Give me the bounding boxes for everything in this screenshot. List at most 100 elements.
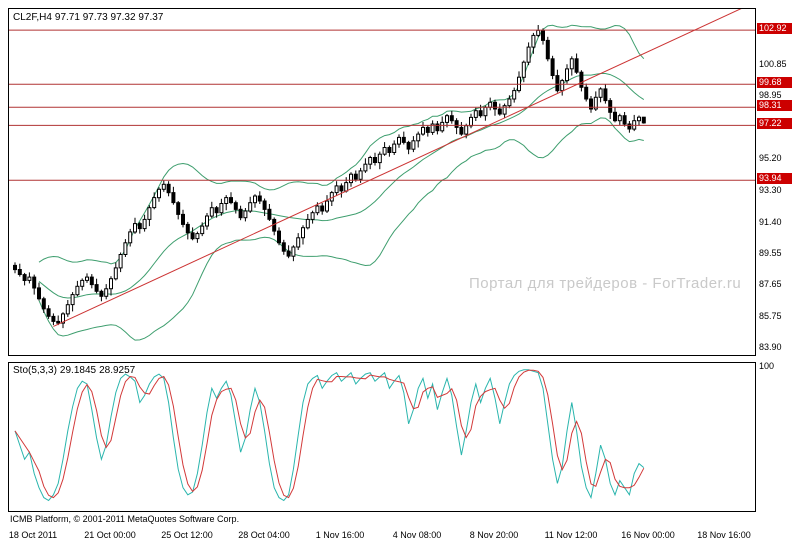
candle-body bbox=[147, 207, 152, 220]
main-chart-panel[interactable]: Портал для трейдеров - ForTrader.ru CL2F… bbox=[8, 8, 756, 356]
candle-body bbox=[358, 170, 363, 180]
time-axis-label: 18 Oct 2011 bbox=[8, 530, 58, 540]
candle-body bbox=[267, 208, 272, 220]
candle-body bbox=[22, 274, 27, 282]
candle-body bbox=[224, 197, 229, 205]
candle-body bbox=[46, 308, 51, 317]
watermark-text: Портал для трейдеров - ForTrader.ru bbox=[469, 275, 742, 292]
candle-body bbox=[593, 96, 598, 110]
candle-body bbox=[305, 218, 310, 229]
price-level-badge: 93.94 bbox=[757, 173, 792, 184]
candle-body bbox=[128, 231, 133, 244]
stochastic-chart-canvas[interactable] bbox=[9, 363, 755, 511]
price-level-badge: 102.92 bbox=[757, 23, 792, 34]
candle-body bbox=[430, 123, 435, 133]
candle-body bbox=[161, 183, 166, 190]
candle-body bbox=[277, 230, 281, 244]
time-axis-label: 16 Nov 00:00 bbox=[621, 530, 675, 540]
time-axis-label: 25 Oct 12:00 bbox=[161, 530, 213, 540]
candle-body bbox=[454, 120, 459, 128]
candle-body bbox=[291, 246, 296, 257]
candle-body bbox=[301, 227, 305, 239]
candle-body bbox=[507, 98, 512, 107]
indicator-name: Sto(5,3,3) bbox=[13, 365, 57, 376]
time-axis-label: 11 Nov 12:00 bbox=[544, 530, 598, 540]
candlestick-chart-canvas[interactable] bbox=[9, 9, 755, 355]
candle-body bbox=[310, 212, 315, 220]
stochastic-signal-line bbox=[14, 369, 645, 499]
candle-body bbox=[377, 153, 382, 164]
candle-body bbox=[219, 203, 224, 214]
candle-body bbox=[75, 285, 80, 296]
price-tick-label: 100.85 bbox=[759, 59, 787, 69]
candle-body bbox=[123, 242, 128, 256]
candle-body bbox=[190, 232, 195, 240]
candle-body bbox=[397, 136, 401, 145]
price-level-badge: 97.22 bbox=[757, 118, 792, 129]
candle-body bbox=[214, 207, 219, 214]
candle-body bbox=[493, 101, 497, 110]
symbol-quote-line: CL2F,H4 97.71 97.73 97.32 97.37 bbox=[13, 12, 166, 23]
candle-body bbox=[565, 68, 569, 82]
price-tick-label: 87.65 bbox=[759, 279, 782, 289]
candle-body bbox=[185, 223, 190, 234]
candle-body bbox=[171, 192, 176, 204]
price-tick-label: 89.55 bbox=[759, 248, 782, 258]
candle-body bbox=[339, 185, 344, 192]
price-level-badge: 98.31 bbox=[757, 100, 792, 111]
time-axis-label: 28 Oct 04:00 bbox=[238, 530, 290, 540]
bollinger-lower-line bbox=[38, 117, 644, 341]
candle-body bbox=[113, 267, 118, 280]
candle-body bbox=[262, 200, 267, 210]
candle-body bbox=[248, 202, 253, 212]
candle-body bbox=[411, 140, 416, 150]
candle-body bbox=[80, 279, 85, 287]
candle-body bbox=[109, 278, 113, 290]
candle-body bbox=[401, 136, 406, 143]
candle-body bbox=[387, 147, 392, 153]
candle-body bbox=[257, 195, 262, 202]
candle-body bbox=[209, 207, 214, 217]
candle-body bbox=[392, 143, 397, 154]
candle-body bbox=[238, 208, 243, 219]
candle-body bbox=[195, 233, 200, 240]
candle-body bbox=[286, 250, 291, 257]
price-tick-label: 95.20 bbox=[759, 153, 782, 163]
candle-body bbox=[89, 276, 94, 286]
candle-body bbox=[353, 173, 358, 180]
price-tick-label: 91.40 bbox=[759, 217, 782, 227]
candle-body bbox=[253, 195, 257, 204]
indicator-tick-label: 100 bbox=[759, 361, 775, 371]
indicator-label: Sto(5,3,3) 29.1845 28.9257 bbox=[13, 365, 138, 376]
candle-body bbox=[416, 133, 421, 142]
candle-body bbox=[17, 269, 22, 275]
candle-body bbox=[584, 86, 589, 100]
candle-body bbox=[65, 304, 70, 315]
platform-credit: ICMB Platform, © 2001-2011 MetaQuotes So… bbox=[10, 514, 240, 524]
candle-body bbox=[315, 205, 320, 214]
candle-body bbox=[32, 276, 37, 289]
symbol-period-label: CL2F,H4 bbox=[13, 12, 52, 23]
candle-body bbox=[233, 202, 238, 210]
candle-body bbox=[555, 75, 560, 92]
candle-body bbox=[406, 141, 411, 150]
time-axis-label: 8 Nov 20:00 bbox=[469, 530, 519, 540]
stochastic-panel[interactable]: Sto(5,3,3) 29.1845 28.9257 bbox=[8, 362, 756, 512]
time-axis-label: 18 Nov 16:00 bbox=[697, 530, 751, 540]
indicator-main-value: 29.1845 bbox=[59, 365, 97, 376]
candle-body bbox=[469, 116, 473, 127]
candle-body bbox=[473, 110, 478, 118]
candle-body bbox=[569, 58, 574, 70]
candle-body bbox=[478, 110, 483, 117]
trendline[interactable] bbox=[53, 9, 744, 327]
candle-body bbox=[449, 115, 454, 122]
candle-body bbox=[497, 108, 502, 115]
candle-body bbox=[531, 34, 536, 48]
candle-body bbox=[281, 242, 286, 252]
candle-body bbox=[421, 126, 425, 135]
candle-body bbox=[133, 223, 137, 233]
candle-body bbox=[622, 115, 627, 125]
candle-body bbox=[579, 71, 584, 88]
candle-body bbox=[541, 29, 545, 41]
